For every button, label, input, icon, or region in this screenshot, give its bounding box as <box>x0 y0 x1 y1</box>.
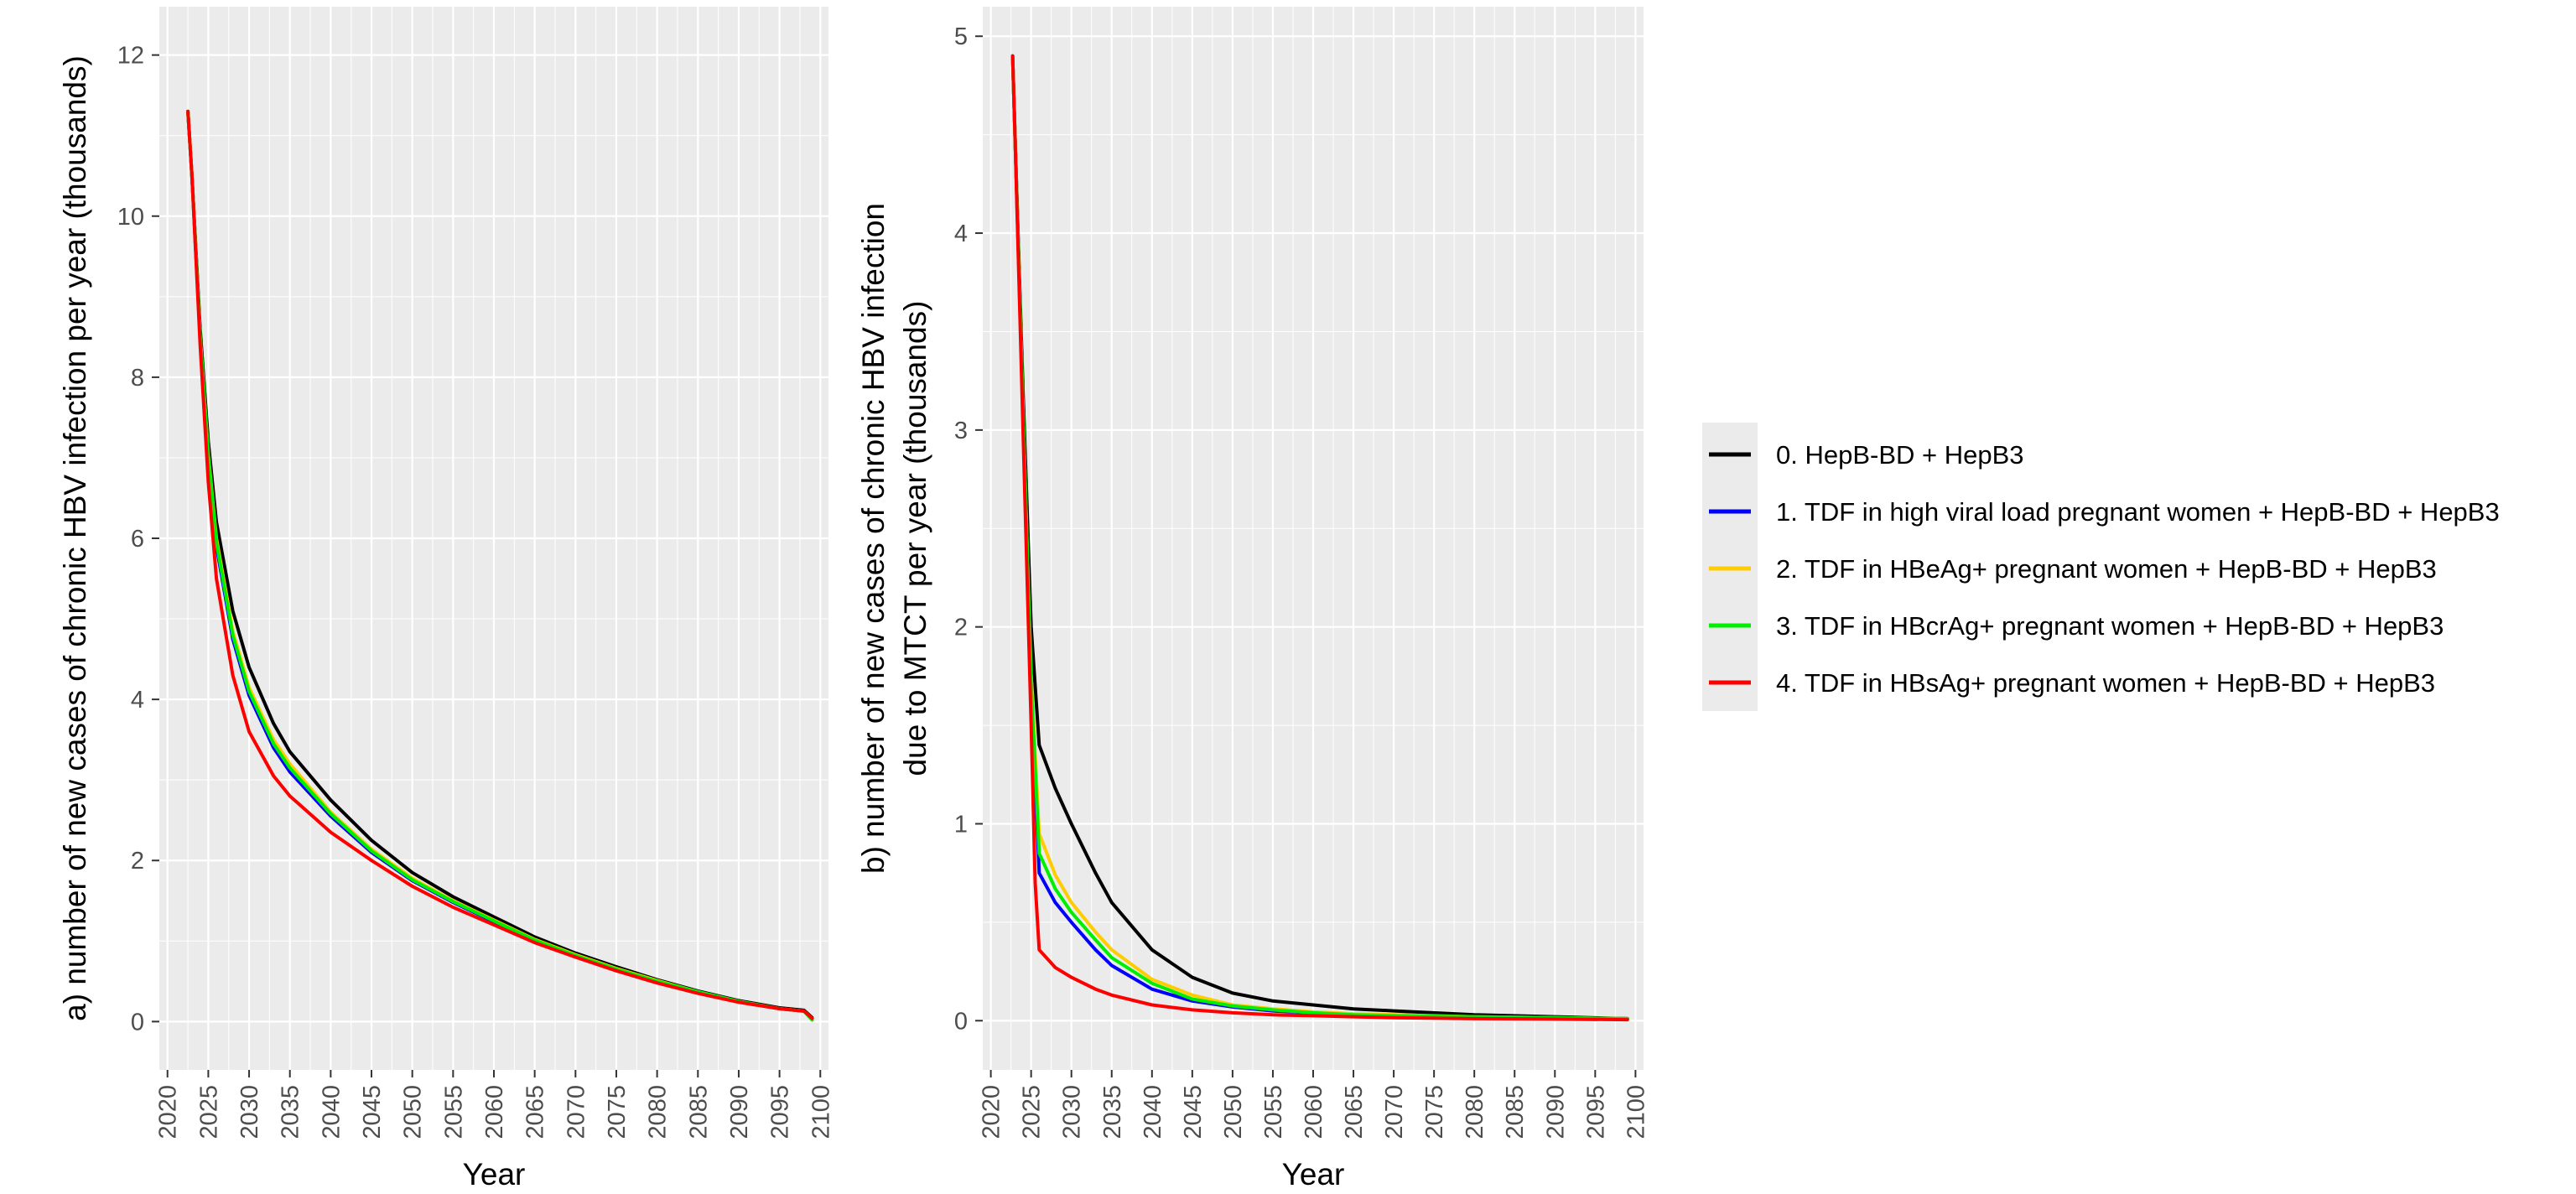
y-tick-label: 12 <box>117 43 144 70</box>
x-tick-label: 2055 <box>440 1085 467 1139</box>
series-line-b-4 <box>1010 54 1629 1022</box>
y-tick-label: 6 <box>131 526 144 553</box>
legend-label-0: 0. HepB-BD + HepB3 <box>1776 440 2024 470</box>
x-tick-label: 2020 <box>155 1085 182 1139</box>
x-tick-label: 2040 <box>1140 1085 1166 1139</box>
x-tick-label: 2035 <box>278 1085 304 1139</box>
x-tick-label: 2090 <box>1542 1085 1569 1139</box>
y-tick-label: 4 <box>131 687 144 714</box>
x-axis-title: Year <box>463 1157 526 1191</box>
legend: 0. HepB-BD + HepB3 1. TDF in high viral l… <box>1702 423 2500 711</box>
y-tick-label: 0 <box>131 1009 144 1036</box>
legend-label-4: 4. TDF in HBsAg+ pregnant women + HepB-B… <box>1776 668 2435 698</box>
x-tick-label: 2060 <box>1301 1085 1327 1139</box>
x-tick-label: 2080 <box>1462 1085 1488 1139</box>
x-tick-label: 2045 <box>1180 1085 1207 1139</box>
series-line-a-4 <box>186 109 814 1020</box>
y-tick-label: 1 <box>954 811 968 838</box>
x-tick-label: 2075 <box>1421 1085 1448 1139</box>
x-tick-label: 2075 <box>604 1085 631 1139</box>
x-tick-label: 2100 <box>808 1085 834 1139</box>
y-tick-label: 8 <box>131 365 144 392</box>
x-tick-label: 2090 <box>726 1085 753 1139</box>
y-axis-title: a) number of new cases of chronic HBV in… <box>58 55 92 1021</box>
y-axis-title: due to MTCT per year (thousands) <box>898 301 932 776</box>
x-tick-label: 2030 <box>236 1085 263 1139</box>
legend-label-1: 1. TDF in high viral load pregnant women… <box>1776 497 2500 527</box>
x-tick-label: 2040 <box>318 1085 345 1139</box>
x-tick-label: 2085 <box>685 1085 712 1139</box>
y-axis-title: b) number of new cases of chronic HBV in… <box>856 203 891 874</box>
x-tick-label: 2085 <box>1502 1085 1529 1139</box>
x-tick-label: 2055 <box>1260 1085 1287 1139</box>
x-tick-label: 2020 <box>979 1085 1005 1139</box>
x-tick-label: 2065 <box>1341 1085 1368 1139</box>
x-tick-label: 2095 <box>1582 1085 1609 1139</box>
x-tick-label: 2030 <box>1059 1085 1086 1139</box>
panel-a-chart: 0 2 4 6 8 10 12 2020 2025 2030 2035 2040 2045 2050 205… <box>58 7 834 1191</box>
x-tick-label: 2050 <box>400 1085 427 1139</box>
x-tick-label: 2035 <box>1099 1085 1126 1139</box>
legend-label-2: 2. TDF in HBeAg+ pregnant women + HepB-B… <box>1776 554 2437 584</box>
y-tick-label: 0 <box>954 1008 968 1035</box>
x-tick-label: 2070 <box>1381 1085 1408 1139</box>
y-tick-label: 3 <box>954 418 968 444</box>
x-tick-label: 2025 <box>1019 1085 1046 1139</box>
legend-label-3: 3. TDF in HBcrAg+ pregnant women + HepB-… <box>1776 611 2444 641</box>
y-tick-label: 4 <box>954 221 968 247</box>
x-tick-label: 2100 <box>1623 1085 1649 1139</box>
x-tick-label: 2025 <box>195 1085 222 1139</box>
x-tick-label: 2060 <box>481 1085 508 1139</box>
x-axis-title: Year <box>1282 1157 1345 1191</box>
y-tick-label: 5 <box>954 23 968 50</box>
x-tick-label: 2095 <box>767 1085 794 1139</box>
y-tick-label: 10 <box>117 204 144 231</box>
x-tick-label: 2065 <box>522 1085 549 1139</box>
panel-b-chart: 0 1 2 3 4 5 2020 2025 2030 2035 2040 2045 2050 2055 20… <box>856 7 1649 1191</box>
x-tick-label: 2080 <box>645 1085 672 1139</box>
x-tick-label: 2050 <box>1220 1085 1247 1139</box>
x-tick-label: 2045 <box>359 1085 386 1139</box>
y-tick-label: 2 <box>131 848 144 875</box>
x-tick-label: 2070 <box>563 1085 589 1139</box>
y-tick-label: 2 <box>954 615 968 641</box>
